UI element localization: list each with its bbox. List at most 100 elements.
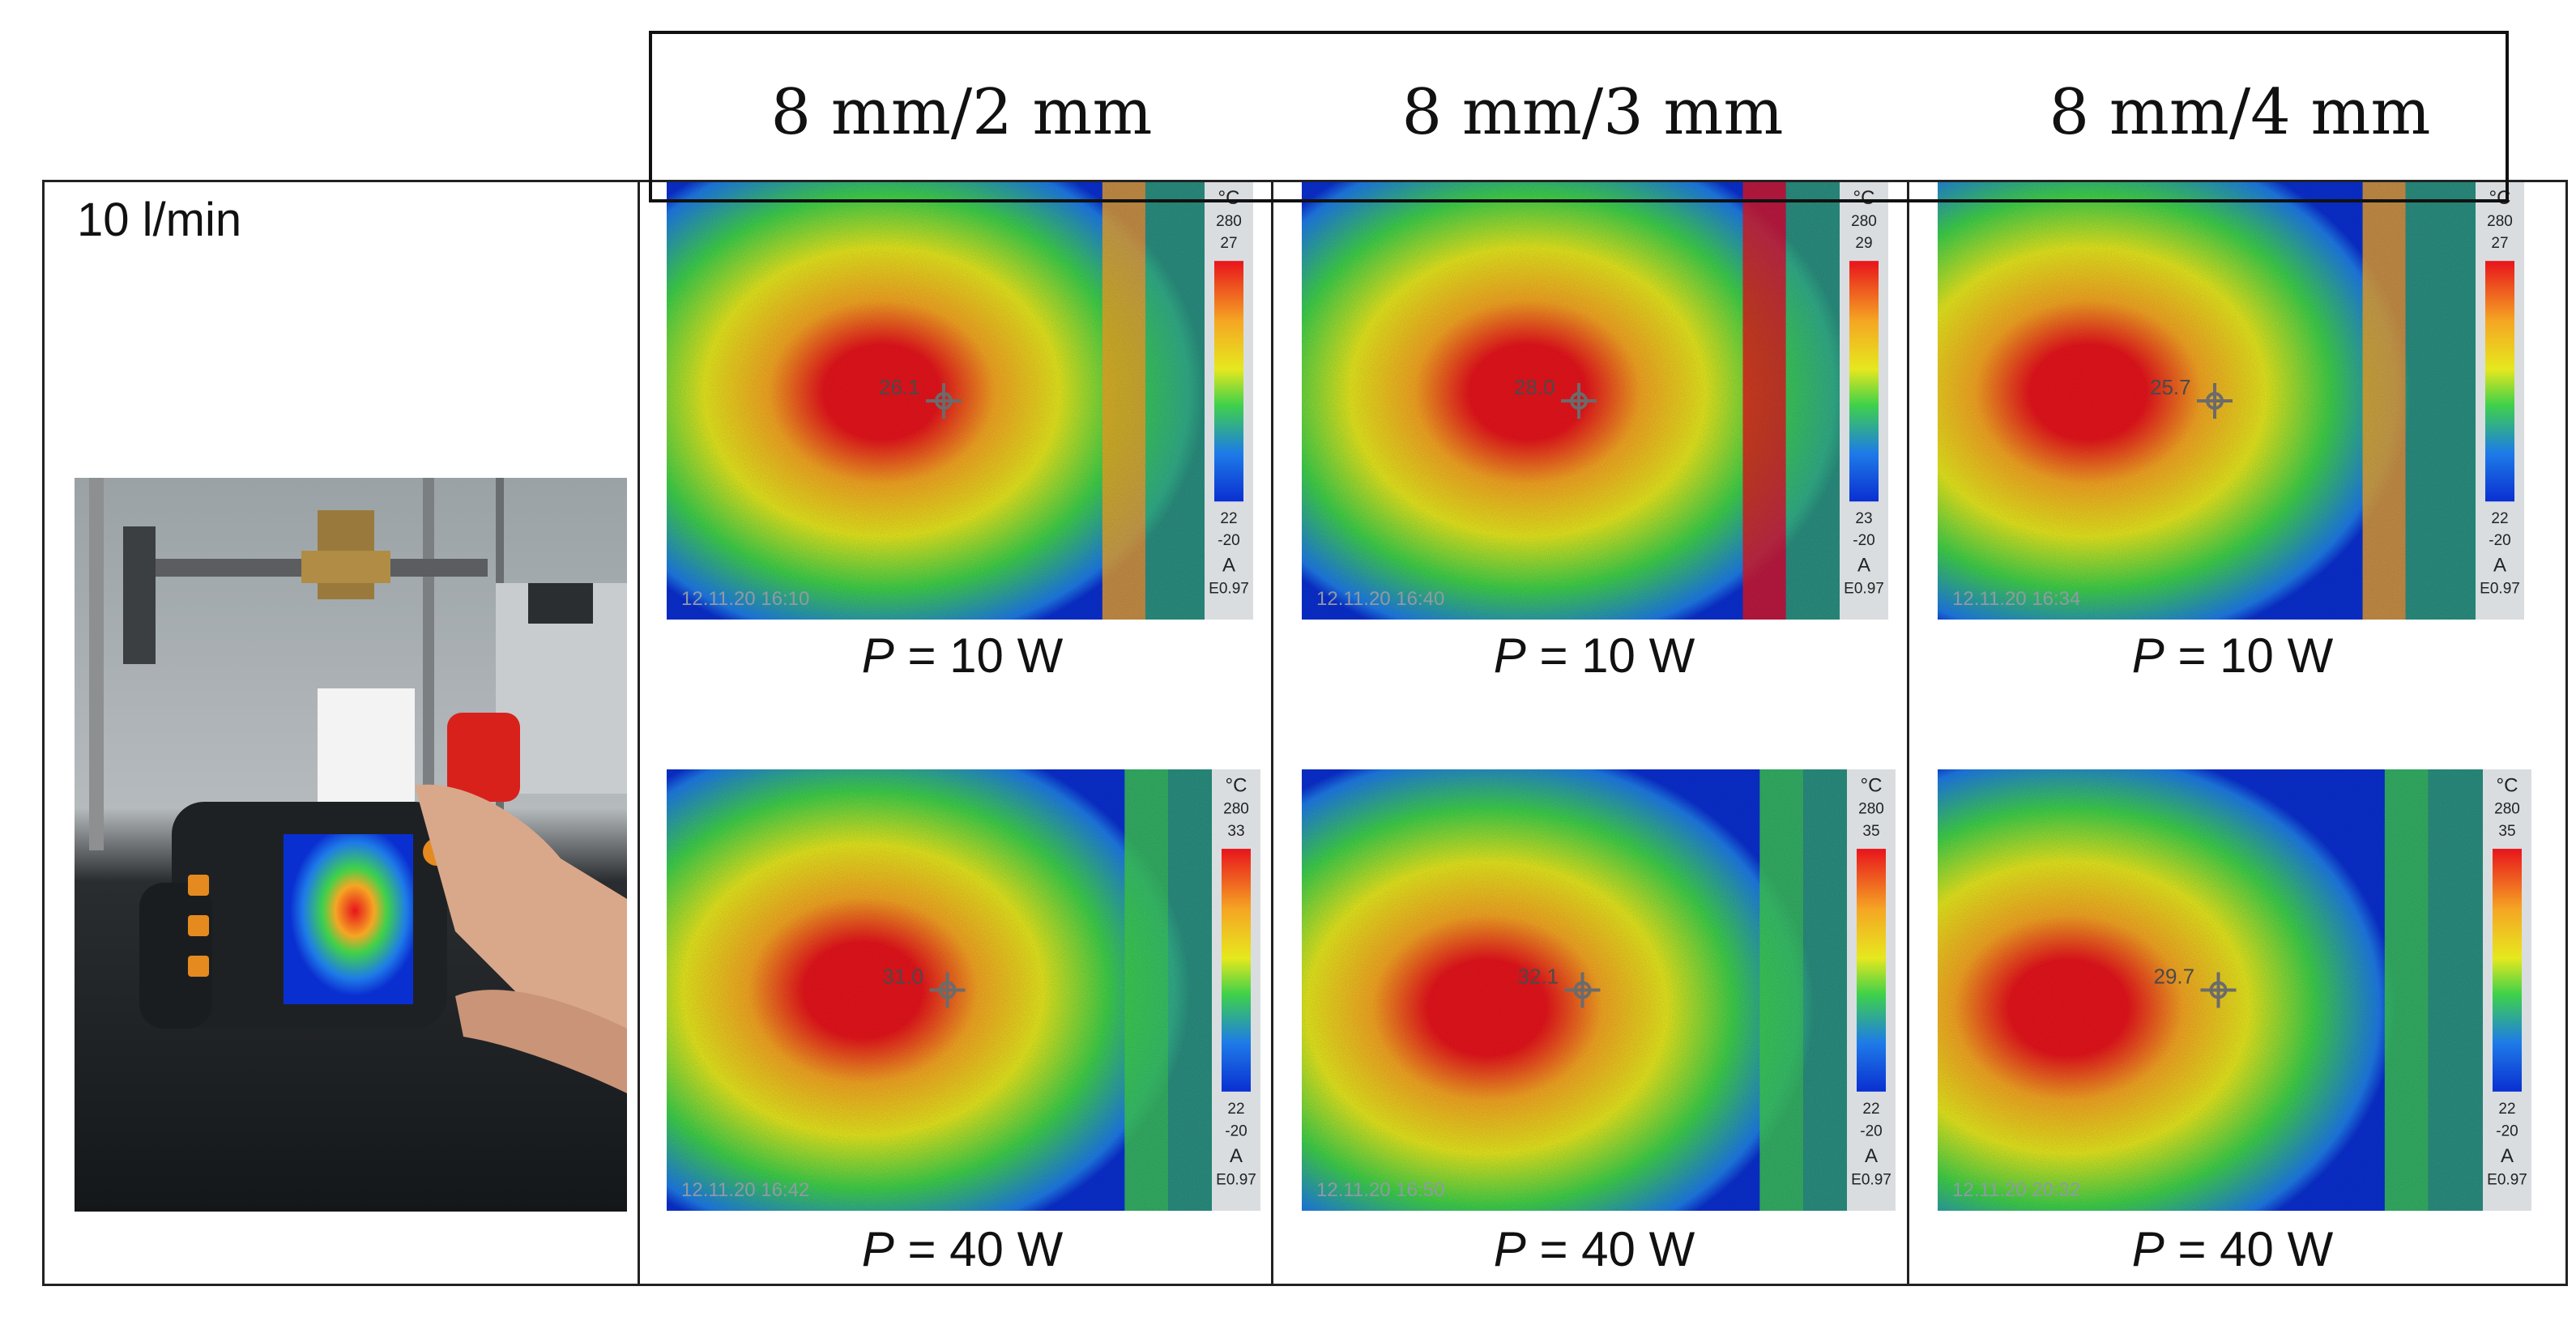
capture-timestamp: 12.11.20 16:42 xyxy=(681,1179,809,1201)
scale-label-scale-low: -20 xyxy=(1853,532,1874,549)
thermal-image-c1r2: 31.0 12.11.20 16:42 °C 280 33 22 -20 A E0.97 xyxy=(667,769,1260,1211)
color-scale-bar xyxy=(1849,261,1879,502)
power-value: = 10 W xyxy=(2164,628,2334,683)
scale-label-scale-max: 35 xyxy=(1862,823,1879,840)
scale-label-scale-low: -20 xyxy=(2489,532,2510,549)
power-label-c2r2: P = 40 W xyxy=(1278,1221,1910,1277)
spot-temperature: 31.0 xyxy=(883,965,924,989)
capture-timestamp: 12.11.20 16:50 xyxy=(1316,1179,1444,1201)
power-symbol: P xyxy=(2131,628,2164,683)
scale-label-unit: °C xyxy=(2497,774,2518,796)
spot-temperature: 26.1 xyxy=(879,375,920,399)
scale-label-emissivity: E0.97 xyxy=(1851,1171,1891,1188)
crosshair-icon xyxy=(929,972,966,1008)
power-value: = 10 W xyxy=(1525,628,1695,683)
scale-label-scale-max: 29 xyxy=(1855,235,1872,252)
figure-grid-frame xyxy=(42,180,2568,1286)
power-value: = 40 W xyxy=(1525,1222,1695,1276)
scale-label-emissivity: E0.97 xyxy=(2487,1171,2527,1188)
power-symbol: P xyxy=(861,628,894,683)
power-value: = 40 W xyxy=(893,1222,1064,1276)
power-symbol: P xyxy=(1493,628,1526,683)
color-scale-bar xyxy=(1222,849,1251,1092)
scale-label-scale-max: 35 xyxy=(2498,823,2515,840)
scale-label-unit: °C xyxy=(1853,187,1875,209)
column-header-2: 8 mm/3 mm xyxy=(1401,76,1784,149)
scale-label-scale-min: 23 xyxy=(1855,510,1872,527)
scale-label-emissivity: E0.97 xyxy=(1844,581,1884,598)
capture-timestamp: 12.11.20 16:40 xyxy=(1316,588,1444,610)
scale-label-scale-min: 22 xyxy=(1220,510,1237,527)
thermal-image-c2r1: 28.0 12.11.20 16:40 °C 280 29 23 -20 A E0.97 xyxy=(1302,182,1888,620)
scale-label-mode: A xyxy=(2493,555,2506,577)
column-divider xyxy=(1907,180,1909,1286)
crosshair-icon xyxy=(926,383,962,419)
color-scale-bar xyxy=(2485,261,2514,502)
color-scale-bar xyxy=(1214,261,1243,502)
scale-label-scale-low: -20 xyxy=(1860,1122,1882,1139)
scale-label-scale-low: -20 xyxy=(1218,532,1239,549)
spot-temperature: 28.0 xyxy=(1514,375,1555,399)
crosshair-icon xyxy=(1561,383,1597,419)
column-divider xyxy=(638,180,640,1286)
column-header-3: 8 mm/4 mm xyxy=(2049,76,2431,149)
thermal-image-c1r1: 26.1 12.11.20 16:10 °C 280 27 22 -20 A E0.97 xyxy=(667,182,1253,620)
crosshair-icon xyxy=(1564,972,1601,1008)
scale-label-emissivity: E0.97 xyxy=(1216,1171,1256,1188)
scale-label-scale-max: 27 xyxy=(1220,235,1237,252)
crosshair-icon xyxy=(2200,972,2237,1008)
scale-label-scale-min: 22 xyxy=(1227,1101,1244,1118)
scale-label-scale-min: 22 xyxy=(1862,1101,1879,1118)
scale-label-unit: °C xyxy=(1218,187,1240,209)
scale-label-mode: A xyxy=(1865,1145,1878,1167)
scale-label-scale-top: 280 xyxy=(2487,213,2513,230)
crosshair-icon xyxy=(2197,383,2233,419)
scale-label-scale-top: 280 xyxy=(1223,801,1249,818)
scale-label-mode: A xyxy=(2501,1145,2514,1167)
capture-timestamp: 12.11.20 16:10 xyxy=(681,588,809,610)
thermal-image-c2r2: 32.1 12.11.20 16:50 °C 280 35 22 -20 A E0.97 xyxy=(1302,769,1896,1211)
spot-temperature: 32.1 xyxy=(1518,965,1559,989)
power-symbol: P xyxy=(2131,1222,2164,1276)
scale-label-scale-low: -20 xyxy=(2496,1122,2518,1139)
power-label-c2r1: P = 10 W xyxy=(1278,628,1910,684)
spot-temperature: 25.7 xyxy=(2150,375,2191,399)
power-value: = 10 W xyxy=(893,628,1064,683)
color-scale-bar xyxy=(2493,849,2522,1092)
scale-label-unit: °C xyxy=(1861,774,1883,796)
power-symbol: P xyxy=(1493,1222,1526,1276)
thermal-image-c3r2: 29.7 12.11.20 20:32 °C 280 35 22 -20 A E0.97 xyxy=(1938,769,2531,1211)
power-label-c1r2: P = 40 W xyxy=(646,1221,1278,1277)
capture-timestamp: 12.11.20 20:32 xyxy=(1952,1179,2080,1201)
scale-label-emissivity: E0.97 xyxy=(1209,581,1249,598)
scale-label-scale-max: 33 xyxy=(1227,823,1244,840)
column-header-1: 8 mm/2 mm xyxy=(770,76,1153,149)
scale-label-mode: A xyxy=(1230,1145,1243,1167)
power-label-c1r1: P = 10 W xyxy=(646,628,1278,684)
power-label-c3r1: P = 10 W xyxy=(1917,628,2548,684)
thermal-image-c3r1: 25.7 12.11.20 16:34 °C 280 27 22 -20 A E0.97 xyxy=(1938,182,2524,620)
scale-label-mode: A xyxy=(1222,555,1235,577)
scale-label-mode: A xyxy=(1857,555,1870,577)
scale-label-scale-max: 27 xyxy=(2491,235,2508,252)
scale-label-scale-top: 280 xyxy=(1851,213,1877,230)
column-divider xyxy=(1271,180,1273,1286)
scale-label-scale-top: 280 xyxy=(1216,213,1242,230)
power-symbol: P xyxy=(861,1222,894,1276)
column-header-box xyxy=(649,31,2509,202)
spot-temperature: 29.7 xyxy=(2154,965,2195,989)
camera-setup-photo xyxy=(75,478,627,1212)
scale-label-scale-low: -20 xyxy=(1225,1122,1247,1139)
scale-label-scale-top: 280 xyxy=(2494,801,2520,818)
power-value: = 40 W xyxy=(2164,1222,2334,1276)
scale-label-scale-top: 280 xyxy=(1858,801,1884,818)
flow-rate-label: 10 l/min xyxy=(77,194,242,246)
color-scale-bar xyxy=(1857,849,1886,1092)
capture-timestamp: 12.11.20 16:34 xyxy=(1952,588,2080,610)
scale-label-emissivity: E0.97 xyxy=(2480,581,2520,598)
scale-label-unit: °C xyxy=(1226,774,1247,796)
power-label-c3r2: P = 40 W xyxy=(1917,1221,2548,1277)
scale-label-scale-min: 22 xyxy=(2498,1101,2515,1118)
scale-label-scale-min: 22 xyxy=(2491,510,2508,527)
